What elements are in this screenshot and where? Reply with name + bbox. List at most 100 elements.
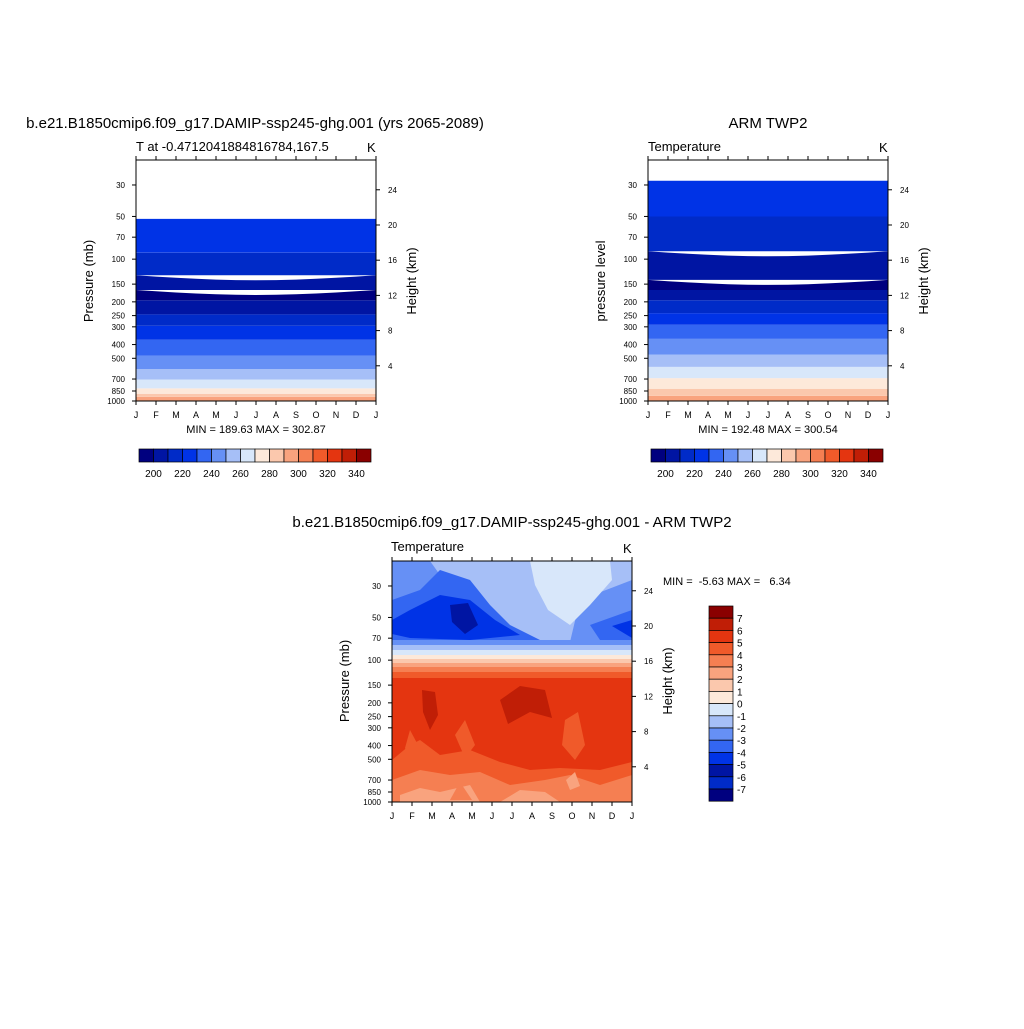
y-tick-label: 150 [624, 280, 638, 289]
contour-band [136, 218, 376, 253]
height-tick-label: 20 [900, 221, 909, 230]
colorbar-swatch [153, 448, 169, 463]
x-tick-label: M [724, 410, 732, 420]
contour-band [136, 393, 376, 397]
contour-band [136, 325, 376, 340]
contour-band [648, 300, 888, 314]
x-tick-label: J [374, 410, 379, 420]
panel-obs-title: ARM TWP2 [729, 115, 808, 132]
y-tick-label: 1000 [107, 397, 125, 406]
diff-colorbar-swatch [708, 691, 734, 704]
contour-band [648, 180, 888, 217]
colorbar-label: 320 [319, 469, 336, 480]
panel-obs-ylabel-right: Height (km) [916, 247, 931, 314]
colorbar-swatch [341, 448, 357, 463]
diff-colorbar-swatch [708, 642, 734, 656]
height-tick-label: 8 [388, 327, 393, 336]
height-tick-label: 12 [900, 291, 909, 300]
panel-model-units-label: K [367, 140, 376, 155]
y-tick-label: 700 [624, 375, 638, 384]
colorbar-swatch [167, 448, 183, 463]
panel-diff-axes: J F M A M J J A S O N D J 30 50 70 100 150 200 250 300 400 500… [363, 557, 653, 821]
colorbar-swatch [182, 448, 198, 463]
x-tick-label: A [273, 410, 279, 420]
panel-obs-ylabel: pressure level [593, 240, 608, 321]
colorbar-label: 200 [657, 469, 674, 480]
panel-model-colorbar: 200 220 240 260 280 300 320 340 [138, 448, 372, 480]
y-tick-label: 30 [116, 181, 125, 190]
x-tick-label: J [646, 410, 651, 420]
diff-colorbar-swatch [708, 654, 734, 668]
contour-band [648, 290, 888, 301]
colorbar-swatch [679, 448, 695, 463]
height-tick-label: 4 [388, 362, 393, 371]
y-tick-label: 200 [624, 298, 638, 307]
x-tick-label: J [390, 811, 395, 821]
contour-band [648, 279, 888, 290]
contour-band [648, 388, 888, 396]
diff-colorbar-label: -6 [737, 773, 746, 784]
diff-region-plus4-tongue-b [455, 720, 475, 758]
contour-band [136, 369, 376, 380]
x-tick-label: M [212, 410, 220, 420]
colorbar-swatch [708, 448, 724, 463]
y-tick-label: 700 [112, 375, 126, 384]
x-tick-label: M [428, 811, 436, 821]
contour-band [648, 378, 888, 389]
x-tick-label: J [746, 410, 751, 420]
diff-colorbar-swatch [708, 678, 734, 692]
y-tick-label: 850 [112, 387, 126, 396]
diff-region-plus6-b [500, 686, 552, 724]
colorbar-label: 200 [145, 469, 162, 480]
y-tick-label: 500 [624, 354, 638, 363]
y-tick-label: 400 [624, 341, 638, 350]
diff-colorbar-swatch [708, 703, 734, 717]
diff-colorbar-label: 2 [737, 675, 743, 686]
diff-region-plus4-tongue-c [562, 712, 585, 760]
diff-band-6 [392, 663, 632, 667]
diff-band-5 [392, 659, 632, 663]
height-tick-label: 8 [644, 728, 649, 737]
height-tick-label: 4 [900, 362, 905, 371]
contour-band [648, 313, 888, 325]
x-tick-label: A [449, 811, 455, 821]
panel-diff-variable-label: Temperature [391, 539, 464, 554]
x-tick-label: M [684, 410, 692, 420]
height-tick-label: 20 [644, 622, 653, 631]
panel-model-stats: MIN = 189.63 MAX = 302.87 [186, 424, 325, 436]
y-tick-label: 300 [112, 323, 126, 332]
contour-band [136, 252, 376, 276]
colorbar-swatch [694, 448, 710, 463]
diff-colorbar-swatch [708, 739, 734, 753]
colorbar-swatch [269, 448, 285, 463]
y-tick-label: 50 [372, 613, 381, 622]
colorbar-swatch [312, 448, 328, 463]
diff-colorbar-swatch [708, 727, 734, 741]
panel-obs-stats: MIN = 192.48 MAX = 300.54 [698, 424, 837, 436]
contour-band [136, 300, 376, 315]
height-tick-label: 16 [388, 256, 397, 265]
diff-colorbar-swatch [708, 715, 734, 729]
diff-colorbar-label: -4 [737, 748, 746, 759]
colorbar-swatch [868, 448, 884, 463]
diff-colorbar-label: 3 [737, 663, 743, 674]
x-tick-label: F [153, 410, 159, 420]
diff-colorbar-swatch [708, 666, 734, 680]
x-tick-label: J [234, 410, 239, 420]
x-tick-label: A [529, 811, 535, 821]
contour-band [136, 275, 376, 290]
y-tick-label: 400 [368, 742, 382, 751]
x-tick-label: A [193, 410, 199, 420]
colorbar-swatch [839, 448, 855, 463]
x-tick-label: O [568, 811, 575, 821]
x-tick-label: J [254, 410, 259, 420]
y-tick-label: 250 [368, 713, 382, 722]
diff-band-3 [392, 650, 632, 655]
contour-band [648, 216, 888, 252]
diff-region-right-5 [612, 620, 632, 638]
colorbar-label: 340 [348, 469, 365, 480]
y-tick-label: 50 [116, 212, 125, 221]
y-tick-label: 150 [112, 280, 126, 289]
x-tick-label: M [172, 410, 180, 420]
